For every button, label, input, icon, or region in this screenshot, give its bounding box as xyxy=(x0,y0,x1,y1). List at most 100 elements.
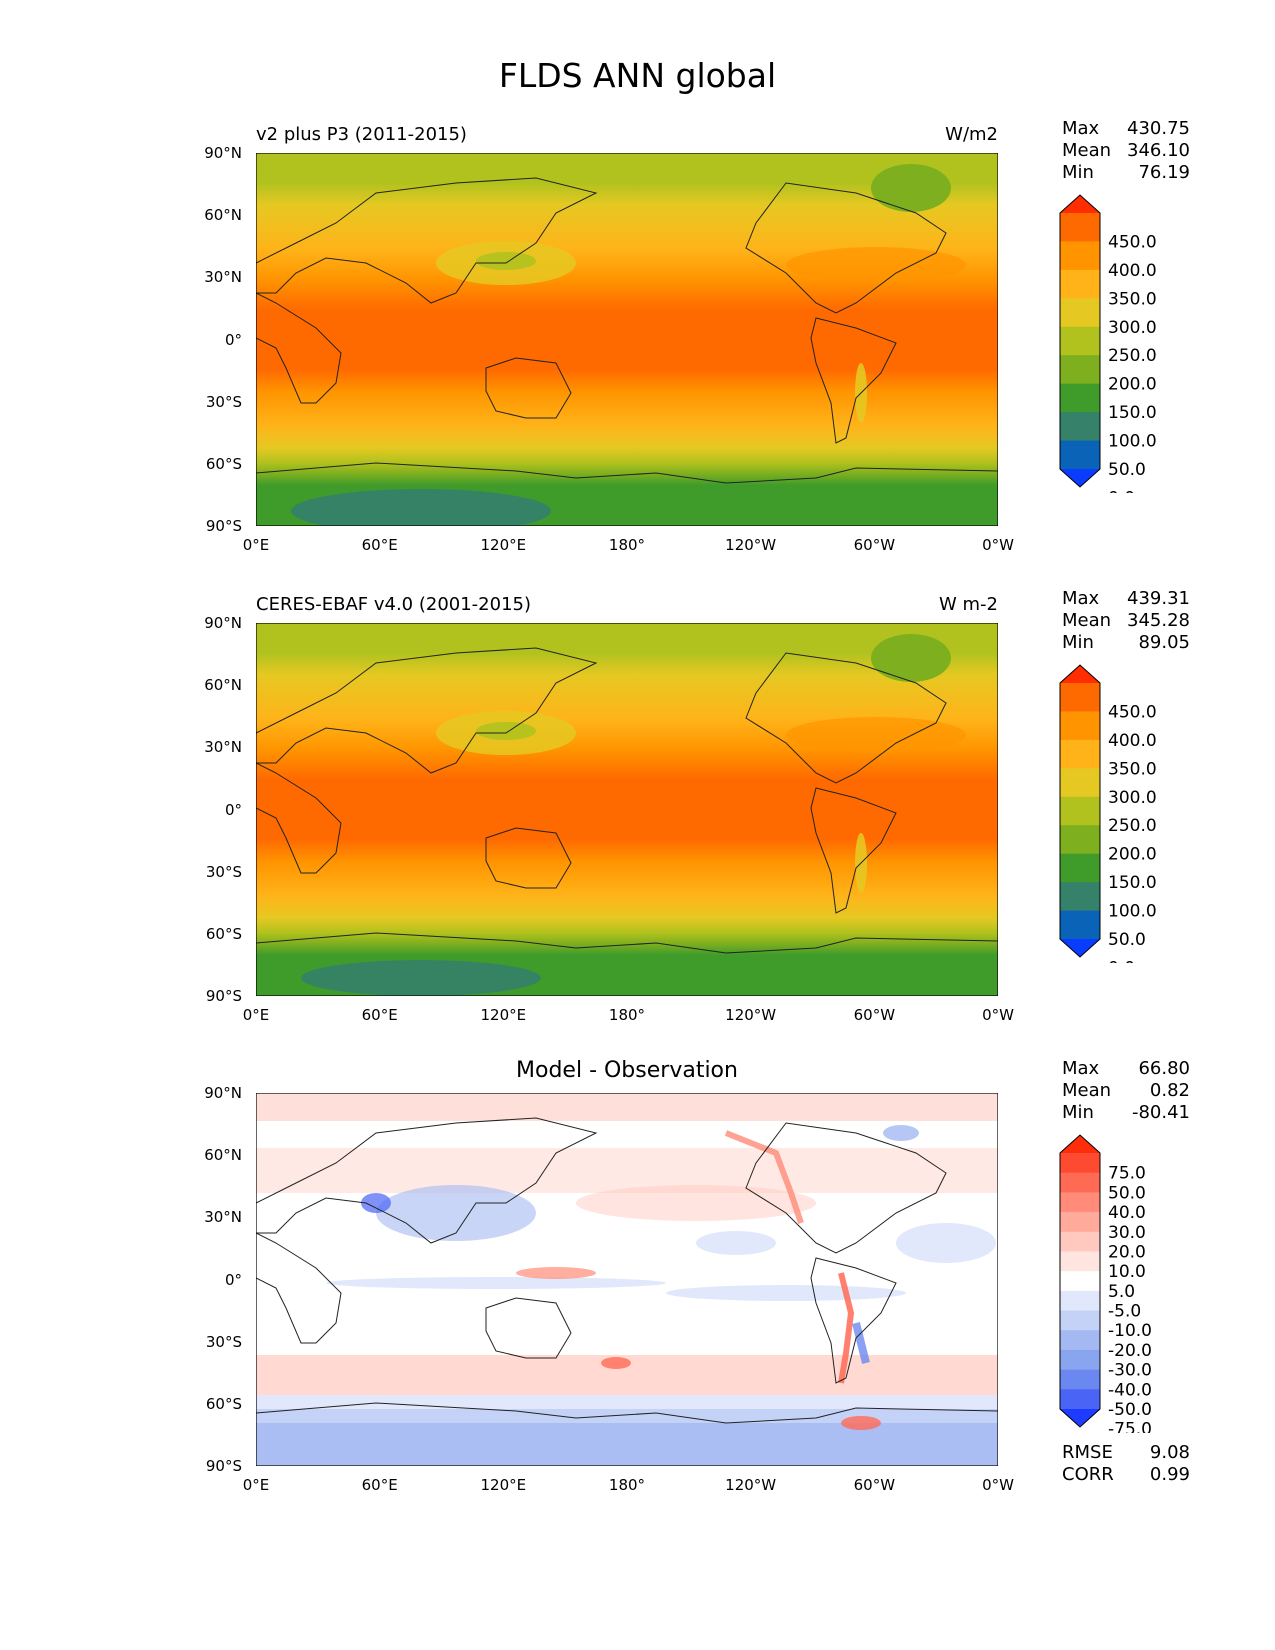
colorbar-tick-label: 250.0 xyxy=(1108,346,1157,366)
lon-tick-label: 60°E xyxy=(361,1006,398,1024)
lat-tick-label: 60°N xyxy=(204,206,242,225)
colorbar-segment xyxy=(1060,882,1100,912)
colorbar-tick-label: 200.0 xyxy=(1108,845,1157,865)
colorbar-segment xyxy=(1060,1349,1100,1371)
colorbar-tick-label: -50.0 xyxy=(1108,1400,1152,1420)
lat-tick-label: 30°S xyxy=(205,1332,242,1351)
lat-tick-label: 30°N xyxy=(204,738,242,757)
rmse-label: RMSE xyxy=(1062,1442,1113,1463)
lat-tick-label: 60°N xyxy=(204,1146,242,1165)
lon-tick-label: 180° xyxy=(608,1006,646,1024)
min-label: Min xyxy=(1062,162,1094,183)
lon-tick-label: 60°W xyxy=(853,1006,896,1024)
max-value: 439.31 xyxy=(1127,588,1190,609)
lon-tick-label: 0°W xyxy=(982,1006,1014,1024)
colorbar-tick-label: -75.0 xyxy=(1108,1420,1152,1433)
colorbar-extend-min xyxy=(1060,469,1100,487)
lon-tick-label: 0°E xyxy=(242,1006,270,1024)
colorbar-tick-label: 50.0 xyxy=(1108,1183,1146,1203)
colorbar-tick-label: 300.0 xyxy=(1108,318,1157,338)
panel-units-label: W m-2 xyxy=(938,594,998,615)
panel-left-label: v2 plus P3 (2011-2015) xyxy=(256,124,467,145)
colorbar-tick-label: 10.0 xyxy=(1108,1262,1146,1282)
lat-tick-label: 90°N xyxy=(204,1084,242,1102)
lat-tick-label: 90°S xyxy=(205,517,242,535)
lon-tick-label: 60°W xyxy=(853,1476,896,1494)
lon-tick-label: 0°W xyxy=(982,536,1014,554)
max-value: 66.80 xyxy=(1138,1058,1190,1079)
mean-value: 0.82 xyxy=(1149,1080,1190,1101)
lat-tick-label: 60°S xyxy=(205,1394,242,1413)
colorbar-segment xyxy=(1060,1369,1100,1390)
colorbar-outline xyxy=(1059,664,1101,958)
rmse-value: 9.08 xyxy=(1149,1442,1190,1463)
colorbar-segment xyxy=(1060,412,1100,442)
colorbar-segment xyxy=(1060,241,1100,271)
lon-tick-label: 180° xyxy=(608,1476,646,1494)
colorbar-segment xyxy=(1060,1251,1100,1272)
colorbar-tick-label: 100.0 xyxy=(1108,902,1157,922)
colorbar-segment xyxy=(1060,1192,1100,1213)
map-difference xyxy=(256,1093,998,1466)
lat-tick-label: 90°N xyxy=(204,144,242,162)
colorbar-segment xyxy=(1060,383,1100,413)
colorbar-segment xyxy=(1060,213,1100,242)
colorbar-segment xyxy=(1060,1290,1100,1312)
colorbar-tick-label: 200.0 xyxy=(1108,375,1157,395)
colorbar-segment xyxy=(1060,1330,1100,1351)
lat-tick-label: 30°S xyxy=(205,862,242,881)
colorbar-tick-label: 75.0 xyxy=(1108,1164,1146,1184)
colorbar-segment xyxy=(1060,711,1100,741)
colorbar-tick-label: 40.0 xyxy=(1108,1203,1146,1223)
colorbar-segment xyxy=(1060,683,1100,712)
lat-tick-label: 0° xyxy=(224,800,242,819)
lat-tick-label: 30°N xyxy=(204,1208,242,1227)
colorbar-extend-max xyxy=(1060,1135,1100,1153)
map-model-flds xyxy=(256,153,998,526)
colorbar-segment xyxy=(1060,1271,1100,1292)
colorbar-segment xyxy=(1060,355,1100,385)
lat-tick-label: 90°N xyxy=(204,614,242,632)
figure-title: FLDS ANN global xyxy=(498,56,777,95)
lat-tick-label: 90°S xyxy=(205,1457,242,1475)
lat-tick-label: 60°S xyxy=(205,924,242,943)
colorbar-segment xyxy=(1060,825,1100,855)
colorbar-tick-label: 450.0 xyxy=(1108,702,1157,722)
map-ceres-flds xyxy=(256,623,998,996)
max-value: 430.75 xyxy=(1127,118,1190,139)
lat-tick-label: 60°N xyxy=(204,676,242,695)
colorbar-tick-label: 450.0 xyxy=(1108,232,1157,252)
colorbar-tick-label: 0.0 xyxy=(1108,958,1135,963)
colorbar-segment xyxy=(1060,768,1100,798)
colorbar-segment xyxy=(1060,853,1100,883)
colorbar-extend-max xyxy=(1060,665,1100,683)
colorbar-segment xyxy=(1060,1172,1100,1193)
colorbar-segment xyxy=(1060,1153,1100,1174)
mean-value: 345.28 xyxy=(1127,610,1190,631)
lon-tick-label: 180° xyxy=(608,536,646,554)
mean-label: Mean xyxy=(1062,610,1112,631)
max-label: Max xyxy=(1062,1058,1100,1079)
lat-tick-label: 90°S xyxy=(205,987,242,1005)
stats-box: Max 66.80 Mean 0.82 Min -80.41 xyxy=(1062,1058,1190,1124)
lon-tick-label: 0°E xyxy=(242,536,270,554)
colorbar: 450.0 400.0 350.0 300.0 250.0 200.0 150.0 100.0… xyxy=(1059,194,1157,493)
colorbar-tick-label: 0.0 xyxy=(1108,488,1135,493)
colorbar-segment xyxy=(1060,910,1100,940)
colorbar-tick-label: -30.0 xyxy=(1108,1361,1152,1381)
min-value: 76.19 xyxy=(1138,162,1190,183)
colorbar-extend-min xyxy=(1060,939,1100,957)
colorbar-tick-label: 350.0 xyxy=(1108,289,1157,309)
panel-units-label: W/m2 xyxy=(945,124,998,145)
colorbar-tick-label: -5.0 xyxy=(1108,1302,1141,1322)
min-label: Min xyxy=(1062,1102,1094,1123)
colorbar-extend-min xyxy=(1060,1409,1100,1427)
lon-tick-label: 0°E xyxy=(242,1476,270,1494)
colorbar-tick-label: -20.0 xyxy=(1108,1341,1152,1361)
panel-left-label: CERES-EBAF v4.0 (2001-2015) xyxy=(256,594,532,615)
colorbar-segment xyxy=(1060,796,1100,826)
lon-tick-label: 120°E xyxy=(480,1476,527,1494)
colorbar-tick-label: 20.0 xyxy=(1108,1242,1146,1262)
lon-tick-label: 0°W xyxy=(982,1476,1014,1494)
lon-tick-label: 120°E xyxy=(480,536,527,554)
